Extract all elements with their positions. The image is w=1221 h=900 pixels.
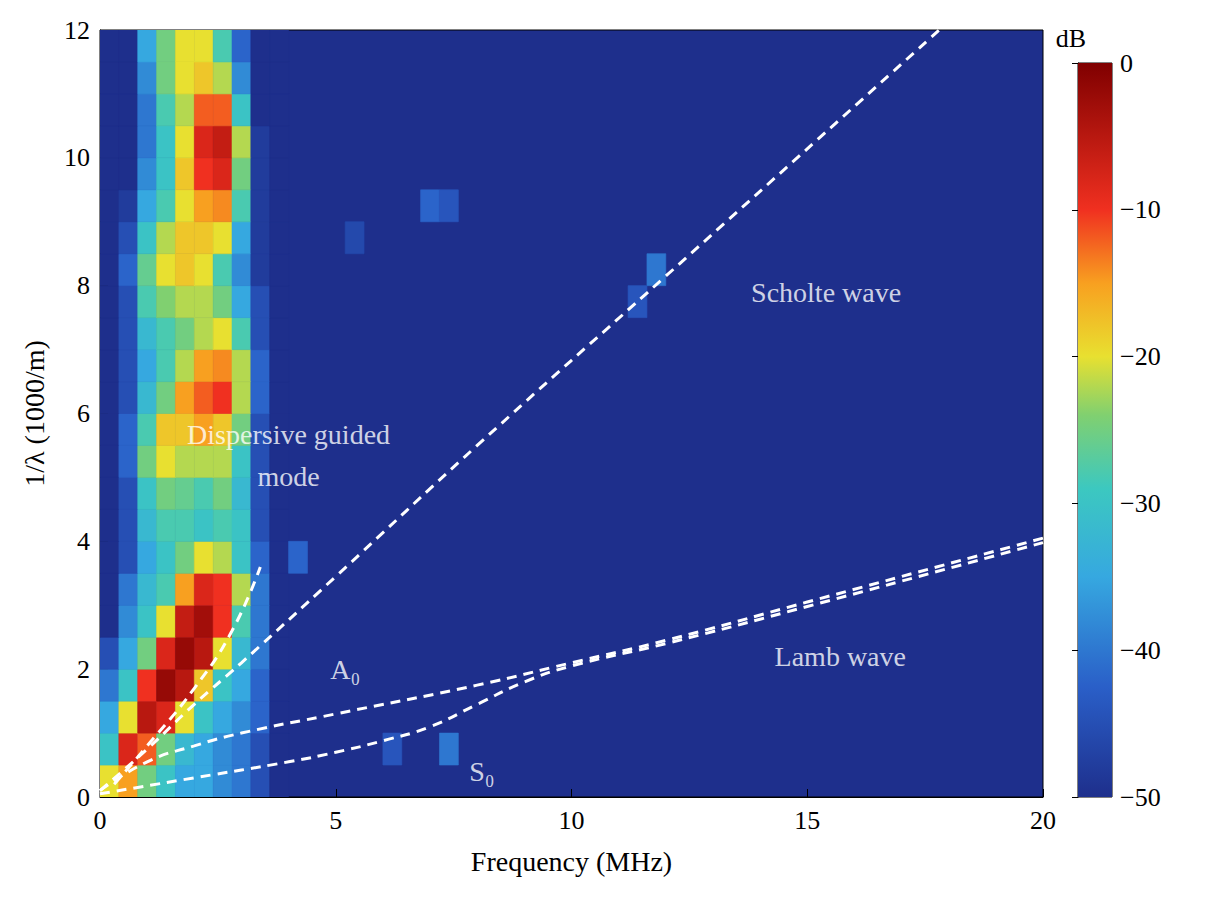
svg-text:12: 12 (64, 16, 90, 45)
svg-text:5: 5 (329, 806, 342, 835)
svg-text:0: 0 (1120, 49, 1133, 78)
svg-text:S₀: S₀ (469, 756, 494, 787)
svg-text:−30: −30 (1120, 489, 1161, 518)
svg-text:Scholte wave: Scholte wave (751, 277, 901, 308)
svg-text:−50: −50 (1120, 783, 1161, 812)
svg-text:−10: −10 (1120, 195, 1161, 224)
svg-text:2: 2 (77, 655, 90, 684)
svg-text:A₀: A₀ (330, 654, 360, 685)
svg-text:Lamb wave: Lamb wave (775, 641, 906, 672)
svg-text:1/λ (1000/m): 1/λ (1000/m) (19, 340, 50, 487)
svg-text:mode: mode (257, 461, 319, 492)
svg-text:6: 6 (77, 399, 90, 428)
svg-text:8: 8 (77, 271, 90, 300)
svg-text:−20: −20 (1120, 342, 1161, 371)
svg-text:10: 10 (64, 143, 90, 172)
svg-text:4: 4 (77, 527, 90, 556)
svg-text:0: 0 (94, 806, 107, 835)
svg-text:dB: dB (1056, 24, 1086, 53)
svg-text:0: 0 (77, 783, 90, 812)
svg-text:15: 15 (794, 806, 820, 835)
svg-text:20: 20 (1030, 806, 1056, 835)
svg-text:Frequency (MHz): Frequency (MHz) (471, 846, 672, 877)
svg-text:−40: −40 (1120, 636, 1161, 665)
svg-text:10: 10 (559, 806, 585, 835)
svg-text:Dispersive guided: Dispersive guided (187, 419, 390, 450)
